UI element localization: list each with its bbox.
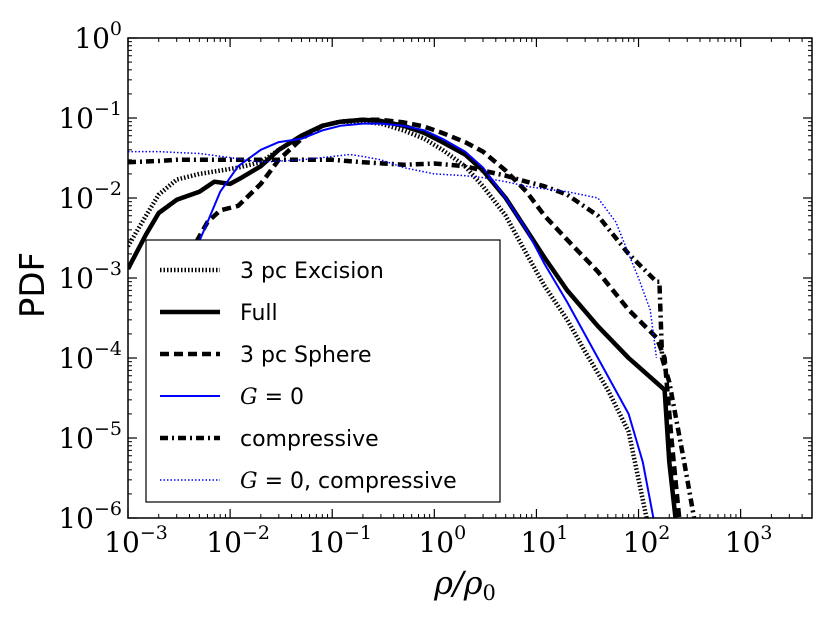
x-tick-label: 100 <box>418 522 466 559</box>
legend: 3 pc Excision Full 3 pc Sphere G = 0 compres… <box>145 239 501 503</box>
y-tick-label: 10−4 <box>58 338 122 375</box>
x-tick-label: 103 <box>725 522 773 559</box>
y-axis-label: PDF <box>13 252 53 318</box>
tick-layer: 10−3 10−2 10−1 100 101 102 103 10−6 10−5 10−4 10−3… <box>58 18 813 559</box>
series-line-5 <box>128 150 658 359</box>
legend-label-0: 3 pc Excision <box>240 259 384 284</box>
y-tick-label: 100 <box>74 18 122 55</box>
y-tick-label: 10−6 <box>58 498 122 535</box>
x-tick-label: 101 <box>521 522 569 559</box>
legend-label-5: G = 0, compressive <box>240 469 457 494</box>
series-layer <box>128 117 697 518</box>
x-tick-label: 10−2 <box>206 522 270 559</box>
x-tick-label: 10−3 <box>104 522 168 559</box>
x-tick-label: 10−1 <box>308 522 372 559</box>
legend-label-3: G = 0 <box>240 385 304 410</box>
series-line-1 <box>128 117 678 518</box>
legend-box <box>145 239 501 503</box>
x-axis-label: ρ/ρ0 <box>433 564 496 605</box>
legend-label-4: compressive <box>240 427 379 452</box>
x-tick-label: 102 <box>623 522 671 559</box>
legend-label-1: Full <box>240 301 278 326</box>
y-tick-label: 10−5 <box>58 418 122 455</box>
series-line-3 <box>172 122 655 518</box>
y-tick-label: 10−2 <box>58 178 122 215</box>
y-tick-label: 10−1 <box>58 98 122 135</box>
series-line-2 <box>187 117 682 518</box>
legend-label-2: 3 pc Sphere <box>240 343 372 368</box>
series-line-4 <box>128 157 697 518</box>
y-tick-label: 10−3 <box>58 258 122 295</box>
